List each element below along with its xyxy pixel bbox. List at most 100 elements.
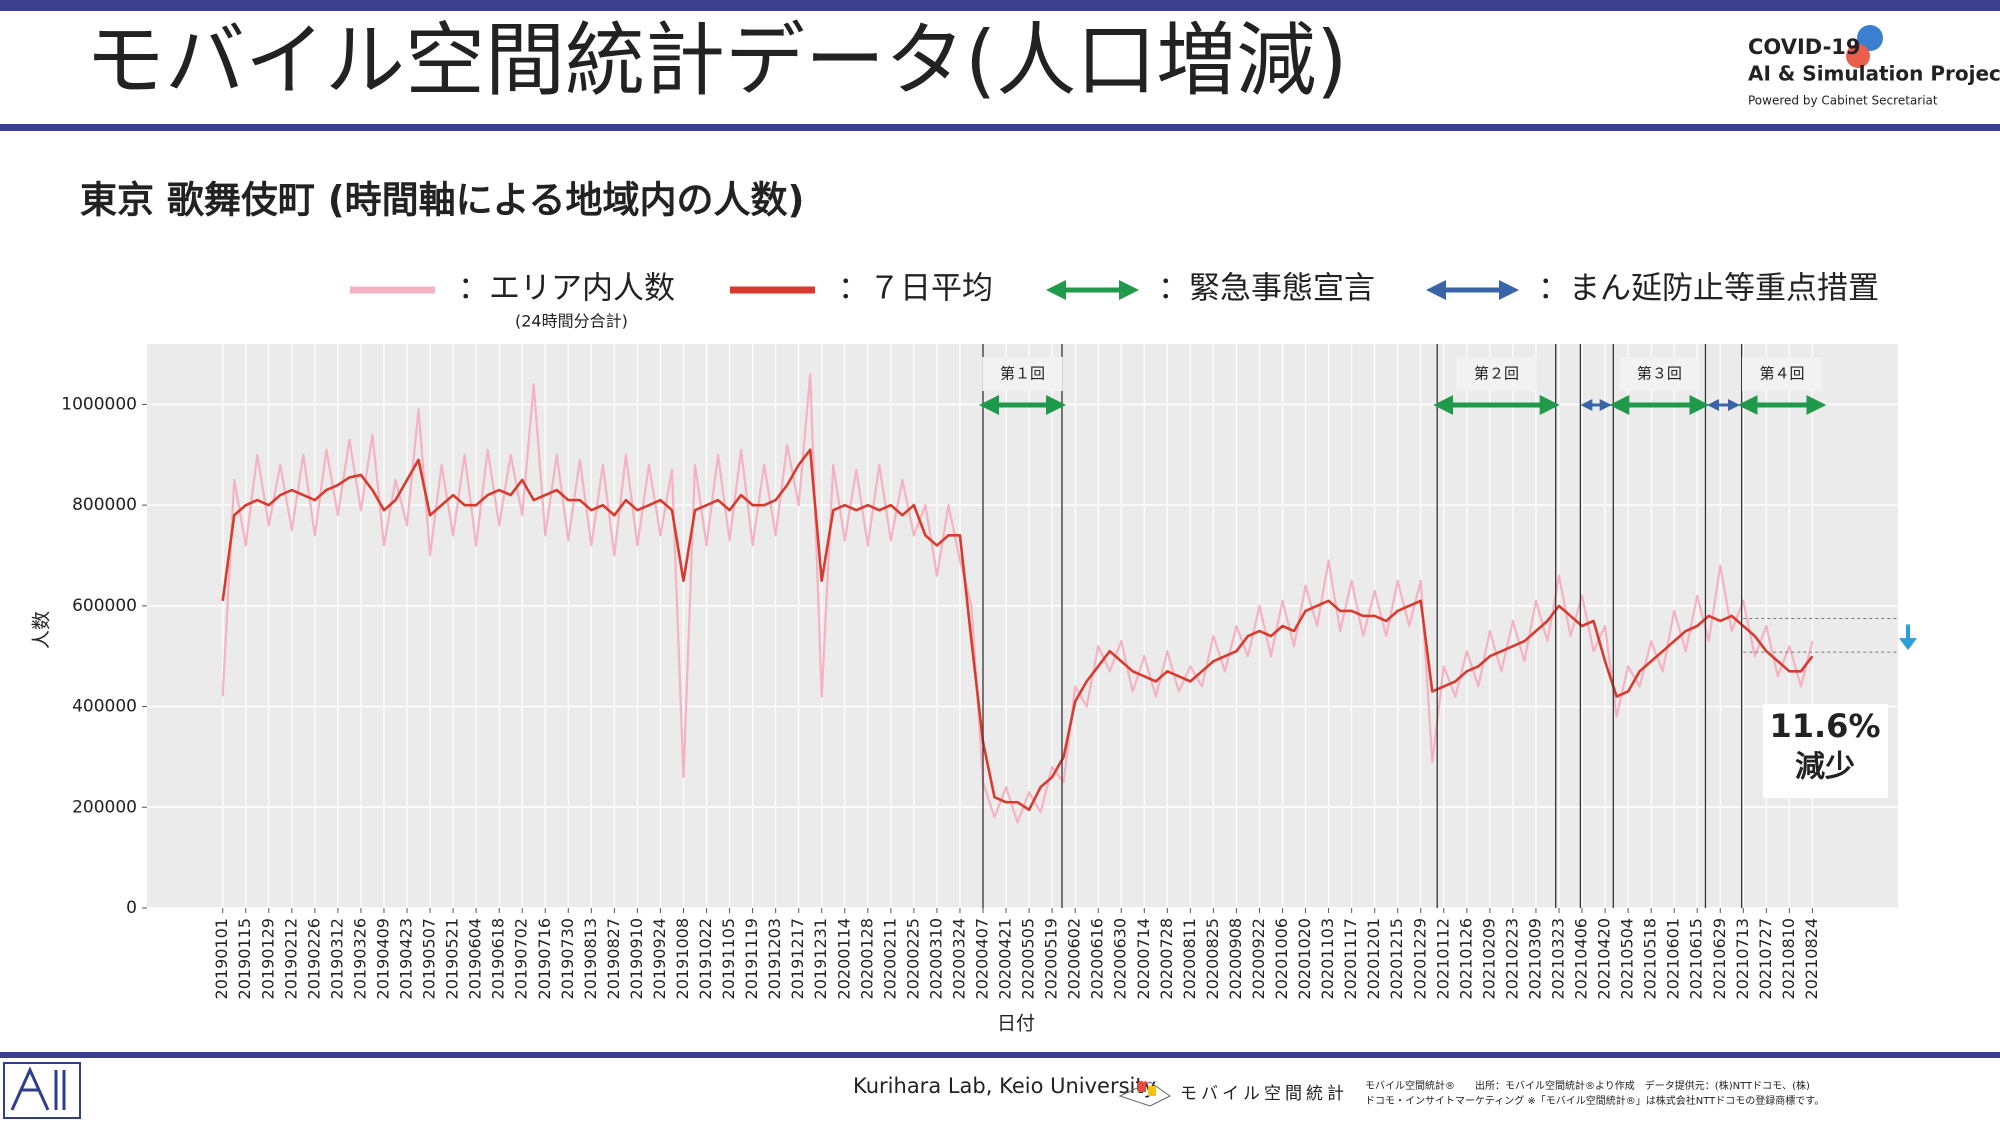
- legend-label: ：まん延防止等重点措置: [1538, 271, 1879, 307]
- footer-note: モバイル空間統計® 出所：モバイル空間統計®より作成 データ提供元：(株)NTT…: [1365, 1079, 1810, 1092]
- x-tick-label: 20190827: [604, 918, 623, 999]
- x-tick-label: 20190326: [350, 918, 369, 999]
- x-tick-label: 20210223: [1502, 918, 1521, 999]
- period-label-box: [982, 357, 1063, 391]
- x-tick-label: 20210629: [1710, 918, 1729, 999]
- legend-label: ：緊急事態宣言: [1158, 271, 1375, 307]
- x-tick-label: 20190924: [650, 918, 669, 999]
- x-tick-label: 20210615: [1687, 918, 1706, 999]
- period-label-box: [1619, 357, 1700, 391]
- x-tick-label: 20201215: [1387, 918, 1406, 999]
- annotation-box: [1763, 704, 1888, 798]
- x-tick-label: 20200421: [996, 918, 1015, 999]
- x-tick-label: 20191008: [673, 918, 692, 999]
- x-tick-label: 20190910: [627, 918, 646, 999]
- y-tick-label: 800000: [72, 495, 137, 515]
- x-tick-label: 20200324: [949, 918, 968, 999]
- x-tick-label: 20200811: [1180, 918, 1199, 999]
- y-axis-label: 人数: [31, 611, 53, 649]
- x-tick-label: 20191203: [765, 918, 784, 999]
- x-tick-label: 20190101: [212, 918, 231, 999]
- chart-title: 東京 歌舞伎町 (時間軸による地域内の人数): [80, 179, 804, 222]
- x-tick-label: 20190716: [535, 918, 554, 999]
- decrease-arrow-head: [1899, 638, 1917, 651]
- x-tick-label: 20190226: [304, 918, 323, 999]
- period-label-box: [1741, 357, 1822, 391]
- x-tick-label: 20190212: [281, 918, 300, 999]
- x-tick-label: 20190702: [512, 918, 531, 999]
- x-tick-label: 20201201: [1364, 918, 1383, 999]
- y-tick-label: 200000: [72, 797, 137, 817]
- x-tick-label: 20210601: [1664, 918, 1683, 999]
- x-tick-label: 20201006: [1272, 918, 1291, 999]
- x-tick-label: 20210112: [1433, 918, 1452, 999]
- annotation-sub: 減少: [1795, 750, 1855, 785]
- logo-dot: [1857, 25, 1883, 51]
- footer-note: ドコモ・インサイトマーケティング ※「モバイル空間統計®」は株式会社NTTドコモ…: [1365, 1094, 1824, 1107]
- x-tick-label: 20200505: [1019, 918, 1038, 999]
- x-tick-label: 20200908: [1226, 918, 1245, 999]
- logo-glyph: [10, 1066, 66, 1111]
- logo-text: COVID-19: [1748, 35, 1861, 59]
- period-label: 第２回: [1474, 365, 1519, 383]
- header-rule: [0, 124, 2000, 131]
- logo-text: AI & Simulation Project: [1748, 62, 2000, 86]
- x-tick-label: 20210518: [1641, 918, 1660, 999]
- credit: Kurihara Lab, Keio University: [853, 1074, 1156, 1098]
- x-tick-label: 20191217: [788, 918, 807, 999]
- top-bar: [0, 0, 2000, 11]
- series-line: [221, 448, 1814, 812]
- logo-text: Powered by Cabinet Secretariat: [1748, 94, 1938, 108]
- y-tick-label: 400000: [72, 697, 137, 717]
- x-tick-label: 20190312: [327, 918, 346, 999]
- x-tick-label: 20200211: [880, 918, 899, 999]
- mobile-logo-text: モバイル空間統計: [1180, 1084, 1348, 1104]
- x-tick-label: 20191105: [719, 918, 738, 999]
- x-tick-label: 20190409: [373, 918, 392, 999]
- x-tick-label: 20200310: [926, 918, 945, 999]
- series-line: [221, 373, 1814, 824]
- legend-note: (24時間分合計): [515, 312, 628, 331]
- period-label: 第１回: [1000, 365, 1045, 383]
- x-tick-label: 20210810: [1779, 918, 1798, 999]
- x-tick-label: 20191022: [696, 918, 715, 999]
- x-tick-label: 20210504: [1618, 918, 1637, 999]
- x-tick-label: 20200630: [1111, 918, 1130, 999]
- x-tick-label: 20210309: [1525, 918, 1544, 999]
- x-tick-label: 20190423: [397, 918, 416, 999]
- x-tick-label: 20210420: [1595, 918, 1614, 999]
- period-label: 第３回: [1637, 365, 1682, 383]
- x-tick-label: 20190521: [443, 918, 462, 999]
- x-tick-label: 20200714: [1134, 918, 1153, 999]
- x-tick-label: 20210713: [1733, 918, 1752, 999]
- x-tick-label: 20210727: [1756, 918, 1775, 999]
- y-tick-label: 0: [126, 898, 137, 918]
- y-tick-label: 1000000: [61, 394, 137, 414]
- plot-area: [147, 344, 1898, 908]
- x-tick-label: 20210126: [1456, 918, 1475, 999]
- period-label-box: [1456, 357, 1537, 391]
- x-tick-label: 20190129: [258, 918, 277, 999]
- x-tick-label: 20190730: [558, 918, 577, 999]
- x-tick-label: 20201020: [1295, 918, 1314, 999]
- x-tick-label: 20191231: [811, 918, 830, 999]
- x-tick-label: 20200225: [903, 918, 922, 999]
- footer-rule: [0, 1052, 2000, 1058]
- slide-title: モバイル空間統計データ(人口増減): [85, 14, 1347, 107]
- x-tick-label: 20200407: [973, 918, 992, 999]
- x-axis-label: 日付: [997, 1013, 1035, 1035]
- x-tick-label: 20200922: [1249, 918, 1268, 999]
- x-tick-label: 20210824: [1802, 918, 1821, 999]
- x-tick-label: 20210323: [1548, 918, 1567, 999]
- x-tick-label: 20200519: [1042, 918, 1061, 999]
- logo-dot: [1846, 44, 1870, 68]
- legend-label: ：エリア内人数: [458, 271, 675, 307]
- annotation-text: 11.6%: [1769, 707, 1880, 745]
- x-tick-label: 20190618: [489, 918, 508, 999]
- legend-label: ：７日平均: [838, 271, 993, 307]
- x-tick-label: 20190813: [581, 918, 600, 999]
- x-tick-label: 20210406: [1572, 918, 1591, 999]
- x-tick-label: 20210209: [1479, 918, 1498, 999]
- period-label: 第４回: [1759, 365, 1804, 383]
- x-tick-label: 20191119: [742, 918, 761, 999]
